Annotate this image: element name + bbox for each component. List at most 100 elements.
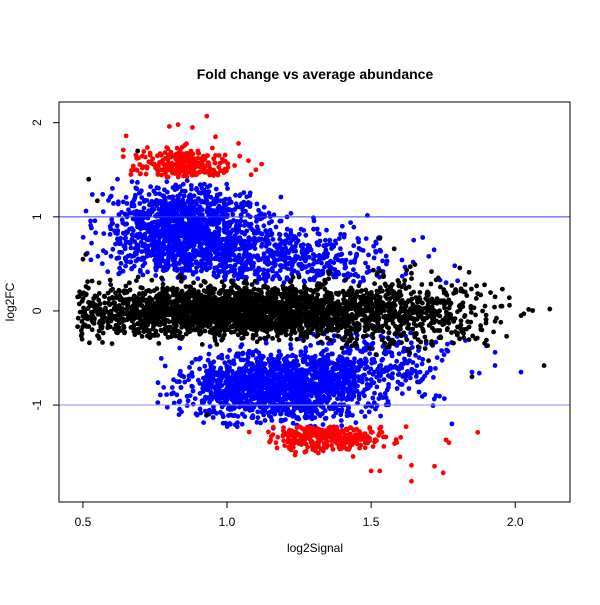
data-point xyxy=(243,386,248,392)
data-point xyxy=(420,235,426,240)
data-point xyxy=(153,245,158,251)
data-point xyxy=(449,421,455,427)
data-point xyxy=(169,391,175,397)
data-point xyxy=(279,264,285,270)
data-point xyxy=(409,345,415,350)
data-point xyxy=(420,357,426,362)
data-point xyxy=(288,267,294,272)
data-point xyxy=(213,390,219,395)
data-point xyxy=(211,201,217,207)
data-point xyxy=(319,399,325,405)
data-point xyxy=(161,258,167,264)
data-point xyxy=(238,344,244,350)
data-point xyxy=(221,201,227,206)
data-point xyxy=(261,223,267,229)
data-point xyxy=(394,358,400,364)
data-point xyxy=(319,350,325,356)
data-point xyxy=(341,350,346,355)
data-point xyxy=(248,255,254,261)
data-point xyxy=(132,246,138,251)
data-point xyxy=(224,395,230,400)
data-point xyxy=(324,347,329,352)
data-point xyxy=(321,394,327,399)
data-point xyxy=(416,389,422,395)
data-point xyxy=(369,360,375,366)
data-point xyxy=(109,217,115,222)
data-point xyxy=(224,227,230,233)
data-point xyxy=(266,220,272,226)
data-point xyxy=(109,341,115,347)
data-point xyxy=(311,375,317,381)
data-point xyxy=(378,413,383,419)
data-point xyxy=(220,217,226,222)
data-point xyxy=(251,387,257,393)
data-point xyxy=(189,208,195,214)
data-point xyxy=(266,413,272,419)
data-point xyxy=(226,223,232,229)
data-point xyxy=(276,349,282,354)
data-point xyxy=(233,246,239,252)
data-point xyxy=(392,364,398,369)
data-point xyxy=(158,392,163,398)
data-point xyxy=(361,361,367,366)
data-point xyxy=(409,366,415,372)
data-point xyxy=(359,379,365,385)
data-point xyxy=(203,394,208,400)
data-point xyxy=(173,262,178,268)
data-point xyxy=(238,213,244,219)
data-point xyxy=(341,272,347,278)
data-point xyxy=(406,386,412,391)
data-point xyxy=(226,359,232,364)
data-point xyxy=(231,252,237,258)
data-point xyxy=(348,220,353,226)
data-point xyxy=(83,284,89,289)
data-point xyxy=(261,204,267,210)
data-point xyxy=(227,382,232,388)
data-point xyxy=(89,192,95,197)
data-point xyxy=(201,227,206,233)
data-point xyxy=(221,237,227,242)
data-point xyxy=(262,418,268,423)
data-point xyxy=(190,388,196,394)
data-point xyxy=(75,324,80,330)
data-point xyxy=(312,353,318,359)
data-point xyxy=(239,375,245,381)
data-point xyxy=(124,221,130,227)
data-point xyxy=(296,274,302,280)
data-point xyxy=(210,243,216,249)
data-point xyxy=(445,341,450,347)
data-point xyxy=(89,225,94,231)
data-point xyxy=(241,370,247,375)
data-point xyxy=(306,255,312,260)
data-point xyxy=(331,361,337,366)
data-point xyxy=(338,231,343,237)
data-point xyxy=(189,383,195,389)
data-point xyxy=(328,258,334,264)
data-point xyxy=(252,271,258,277)
data-point xyxy=(160,206,166,211)
data-point xyxy=(427,367,433,373)
data-point xyxy=(250,264,256,269)
data-point xyxy=(344,358,349,364)
data-point xyxy=(178,368,183,374)
data-point xyxy=(218,251,224,256)
data-point xyxy=(224,181,230,187)
data-point xyxy=(256,207,261,213)
data-point xyxy=(290,258,296,263)
data-point xyxy=(165,212,171,217)
data-point xyxy=(275,249,280,255)
data-point xyxy=(371,255,377,261)
data-point xyxy=(188,195,194,200)
data-point xyxy=(219,246,225,251)
data-point xyxy=(374,384,380,390)
data-point xyxy=(284,411,289,417)
data-point xyxy=(321,386,327,391)
data-point xyxy=(408,330,413,336)
data-point xyxy=(277,236,283,242)
data-point xyxy=(198,283,204,288)
data-point xyxy=(157,191,162,197)
data-point xyxy=(245,266,251,272)
data-point xyxy=(140,220,146,225)
data-point xyxy=(178,385,184,390)
data-point xyxy=(182,221,188,227)
